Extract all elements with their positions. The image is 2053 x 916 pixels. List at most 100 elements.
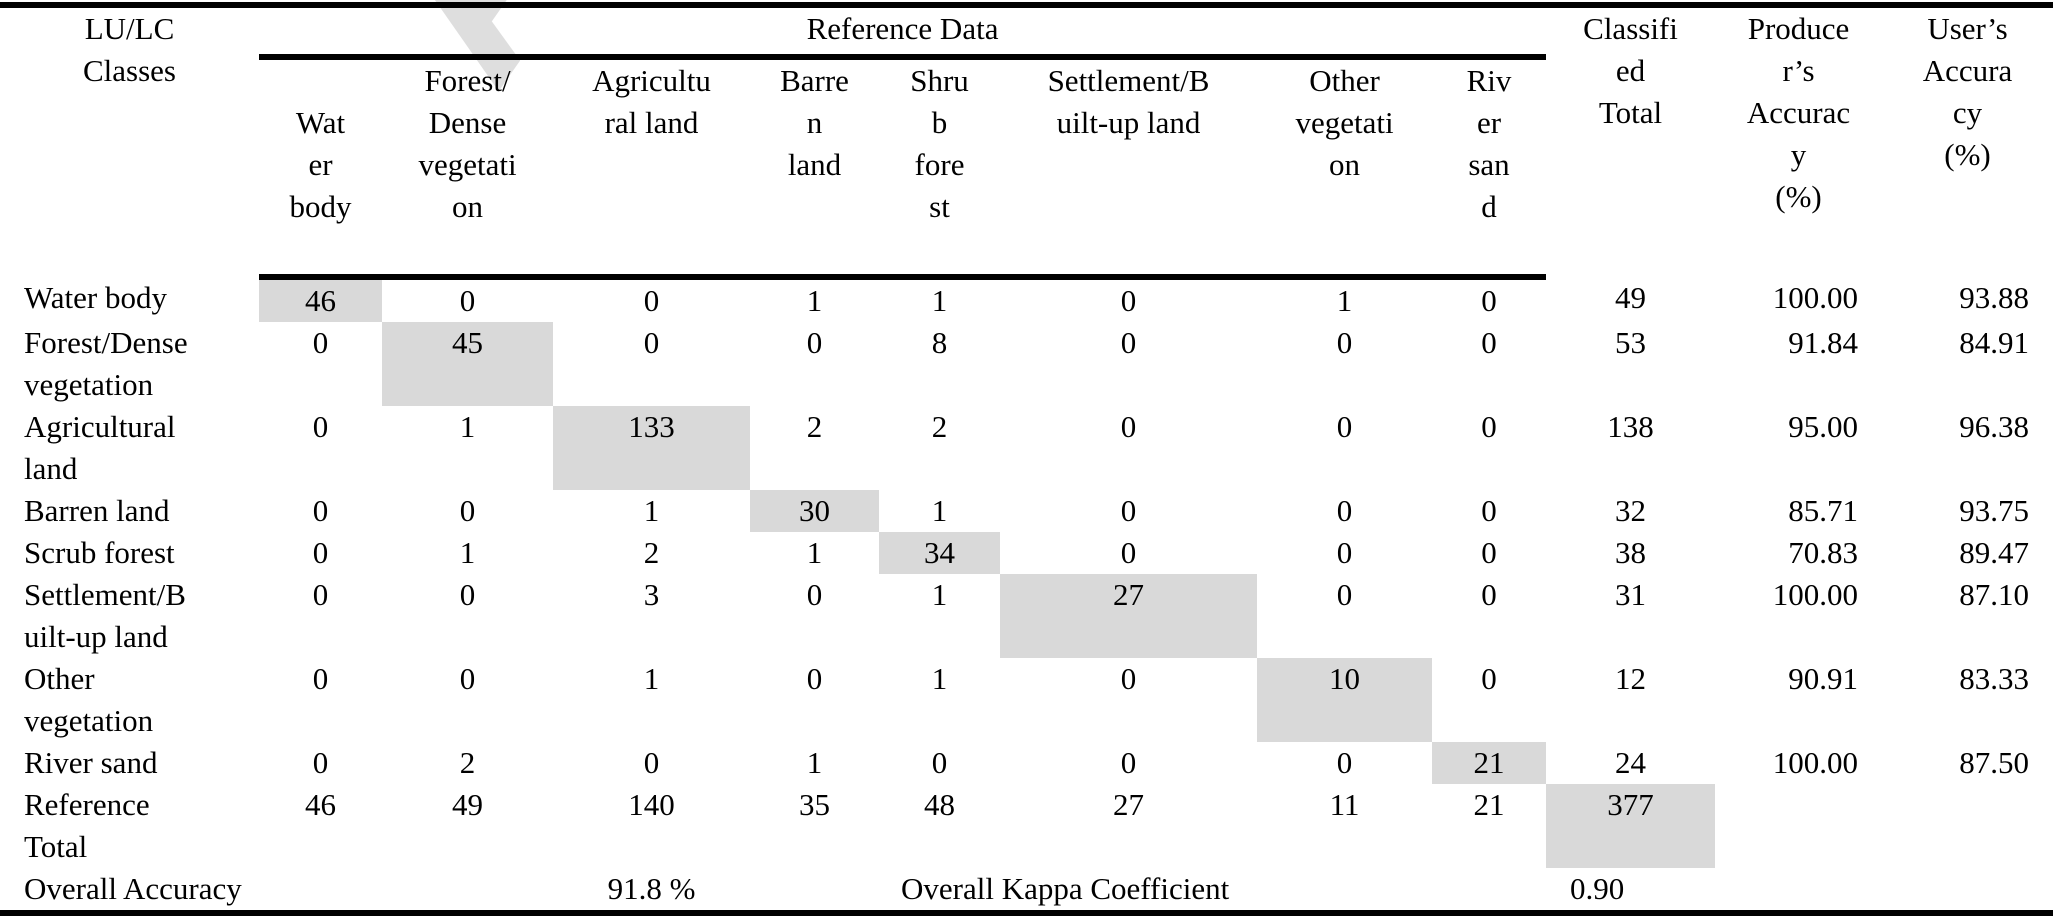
cell-value: 1 <box>806 745 823 780</box>
overall-accuracy-value: 91.8 % <box>553 868 750 916</box>
cell-value: 0 <box>459 493 476 528</box>
producers-accuracy: 100.00 <box>1772 577 1859 612</box>
cell-value: 3 <box>643 577 660 612</box>
classified-total: 49 <box>1615 280 1647 315</box>
cell-value: 8 <box>931 325 948 360</box>
cell-value: 0 <box>1336 493 1353 528</box>
row-label: Other vegetation <box>24 661 154 738</box>
table-row: Other vegetation 0 0 1 0 1 0 10 0 12 90.91 83.33 <box>0 658 2053 742</box>
cell-value: 0 <box>1336 535 1353 570</box>
cell-value: 21 <box>1432 742 1547 784</box>
cell-value: 0 <box>1481 325 1497 360</box>
cell-value: 0 <box>1481 577 1497 612</box>
cell-value: 1 <box>643 493 660 528</box>
cell-value: 0 <box>806 577 823 612</box>
cell-value: 0 <box>1336 325 1353 360</box>
cell-value: 140 <box>628 787 675 822</box>
producers-accuracy: 90.91 <box>1788 661 1859 696</box>
header-column: Settlement/B uilt-up land <box>1000 57 1257 280</box>
kappa-value: 0.90 <box>1546 868 1716 916</box>
cell-value: 1 <box>931 577 948 612</box>
classified-total: 32 <box>1615 493 1647 528</box>
cell-value: 27 <box>1000 574 1257 658</box>
cell-value: 0 <box>931 745 948 780</box>
users-accuracy: 87.50 <box>1959 745 2030 780</box>
producers-accuracy: 100.00 <box>1772 280 1859 315</box>
cell-value: 0 <box>1481 283 1497 318</box>
cell-value: 35 <box>799 787 830 822</box>
producers-accuracy: 91.84 <box>1788 325 1859 360</box>
classified-total: 138 <box>1607 409 1654 444</box>
cell-value: 0 <box>806 325 823 360</box>
header-column: Other vegetati on <box>1257 57 1432 280</box>
cell-value: 34 <box>879 532 1000 574</box>
header-users-accuracy: User’s Accura cy (%) <box>1882 2 2053 277</box>
header-column: Barre n land <box>750 57 879 280</box>
header-classified-total: Classifi ed Total <box>1546 2 1716 277</box>
empty-cell <box>1882 868 2053 916</box>
grand-total: 377 <box>1546 784 1716 868</box>
table-row: Scrub forest 0 1 2 1 34 0 0 0 38 70.83 89.47 <box>0 532 2053 574</box>
cell-value: 0 <box>1120 409 1137 444</box>
empty-cell <box>1715 868 1883 916</box>
cell-value: 0 <box>312 577 329 612</box>
kappa-label: Overall Kappa Coefficient <box>879 868 1432 916</box>
cell-value: 1 <box>931 283 948 318</box>
cell-value: 0 <box>1481 535 1497 570</box>
empty-cell <box>1432 868 1547 916</box>
cell-value: 0 <box>1120 661 1137 696</box>
header-column: Shru b fore st <box>879 57 1000 280</box>
classified-total: 12 <box>1615 661 1647 696</box>
header-column: Agricultu ral land <box>553 57 750 280</box>
cell-value: 1 <box>806 283 823 318</box>
cell-value: 0 <box>1336 409 1353 444</box>
cell-value: 45 <box>382 322 553 406</box>
users-accuracy: 96.38 <box>1959 409 2030 444</box>
cell-value: 46 <box>305 787 336 822</box>
row-label: Water body <box>24 280 167 315</box>
cell-value: 0 <box>1336 577 1353 612</box>
cell-value: 0 <box>459 577 476 612</box>
classified-total: 24 <box>1615 745 1647 780</box>
header-column: Forest/ Dense vegetati on <box>382 57 553 280</box>
cell-value: 1 <box>459 409 476 444</box>
row-label: Reference Total <box>24 787 150 864</box>
empty-cell <box>1882 784 2053 868</box>
cell-value: 46 <box>259 277 382 322</box>
cell-value: 0 <box>312 493 329 528</box>
users-accuracy: 83.33 <box>1959 661 2030 696</box>
cell-value: 0 <box>643 325 660 360</box>
classified-total: 53 <box>1615 325 1647 360</box>
table-row: Forest/Dense vegetation 0 45 0 0 8 0 0 0 53 91.84 8… <box>0 322 2053 406</box>
cell-value: 0 <box>1120 283 1137 318</box>
reference-total-row: Reference Total 46 49 140 35 48 27 11 21 377 <box>0 784 2053 868</box>
row-label: Barren land <box>24 493 170 528</box>
classified-total: 31 <box>1615 577 1647 612</box>
cell-value: 0 <box>312 535 329 570</box>
cell-value: 0 <box>1120 493 1137 528</box>
header-producers-accuracy: Produce r’s Accurac y (%) <box>1715 2 1883 277</box>
cell-value: 2 <box>931 409 948 444</box>
cell-value: 0 <box>806 661 823 696</box>
cell-value: 0 <box>1481 409 1497 444</box>
users-accuracy: 87.10 <box>1959 577 2030 612</box>
cell-value: 133 <box>553 406 750 490</box>
empty-cell <box>750 868 879 916</box>
empty-cell <box>1715 784 1882 868</box>
cell-value: 0 <box>459 283 476 318</box>
cell-value: 0 <box>312 745 329 780</box>
cell-value: 0 <box>1336 745 1353 780</box>
classified-total: 38 <box>1615 535 1647 570</box>
cell-value: 0 <box>312 409 329 444</box>
header-column: Wat er body <box>259 57 382 280</box>
producers-accuracy: 85.71 <box>1788 493 1859 528</box>
cell-value: 2 <box>459 745 476 780</box>
cell-value: 27 <box>1113 787 1144 822</box>
cell-value: 0 <box>643 745 660 780</box>
cell-value: 0 <box>643 283 660 318</box>
cell-value: 1 <box>931 493 948 528</box>
cell-value: 1 <box>459 535 476 570</box>
cell-value: 21 <box>1473 787 1505 822</box>
summary-row: Overall Accuracy 91.8 % Overall Kappa Coef… <box>0 868 2053 916</box>
